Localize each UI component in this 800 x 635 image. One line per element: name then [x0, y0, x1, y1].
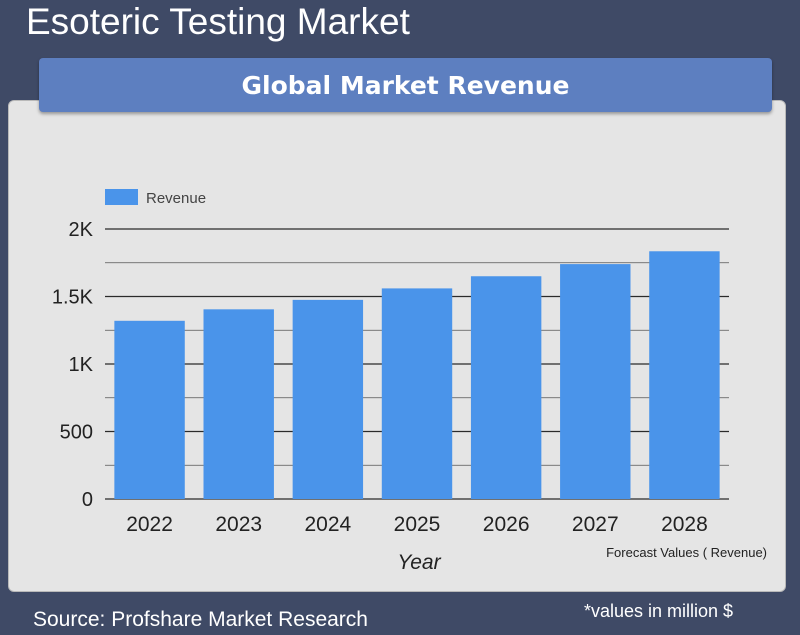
bar-2027 [560, 264, 631, 499]
bar-2022 [114, 320, 185, 499]
x-tick-label: 2028 [661, 513, 708, 536]
y-axis-ticks: 0 500 1K 1.5K 2K [52, 219, 94, 511]
x-tick-label: 2024 [304, 513, 351, 536]
chart-banner: Global Market Revenue [39, 58, 772, 112]
x-tick-label: 2027 [572, 513, 619, 536]
y-tick-label: 1.5K [52, 287, 94, 309]
bar-2024 [292, 299, 364, 499]
x-tick-label: 2025 [394, 513, 441, 536]
source-note: Source: Profshare Market Research [33, 608, 368, 631]
y-tick-label: 0 [82, 489, 93, 511]
bar-2025 [381, 288, 453, 499]
units-note: *values in million $ [584, 601, 734, 621]
bar-2026 [470, 276, 542, 499]
bar-2028 [649, 251, 720, 499]
forecast-annotation: Forecast Values ( Revenue) [606, 545, 767, 560]
legend-label: Revenue [146, 190, 206, 207]
y-tick-label: 1K [69, 354, 94, 376]
bars [114, 251, 720, 499]
x-tick-label: 2026 [483, 513, 530, 536]
x-tick-label: 2023 [215, 513, 262, 536]
legend: Revenue [105, 189, 206, 207]
x-tick-label: 2022 [126, 513, 173, 536]
y-tick-label: 2K [69, 219, 94, 241]
x-axis-label: Year [397, 551, 441, 574]
legend-swatch [105, 189, 138, 205]
page-title: Esoteric Testing Market [26, 1, 410, 42]
bar-2023 [203, 309, 274, 499]
x-axis-ticks: 2022 2023 2024 2025 2026 2027 2028 [126, 513, 708, 536]
y-tick-label: 500 [60, 422, 93, 444]
